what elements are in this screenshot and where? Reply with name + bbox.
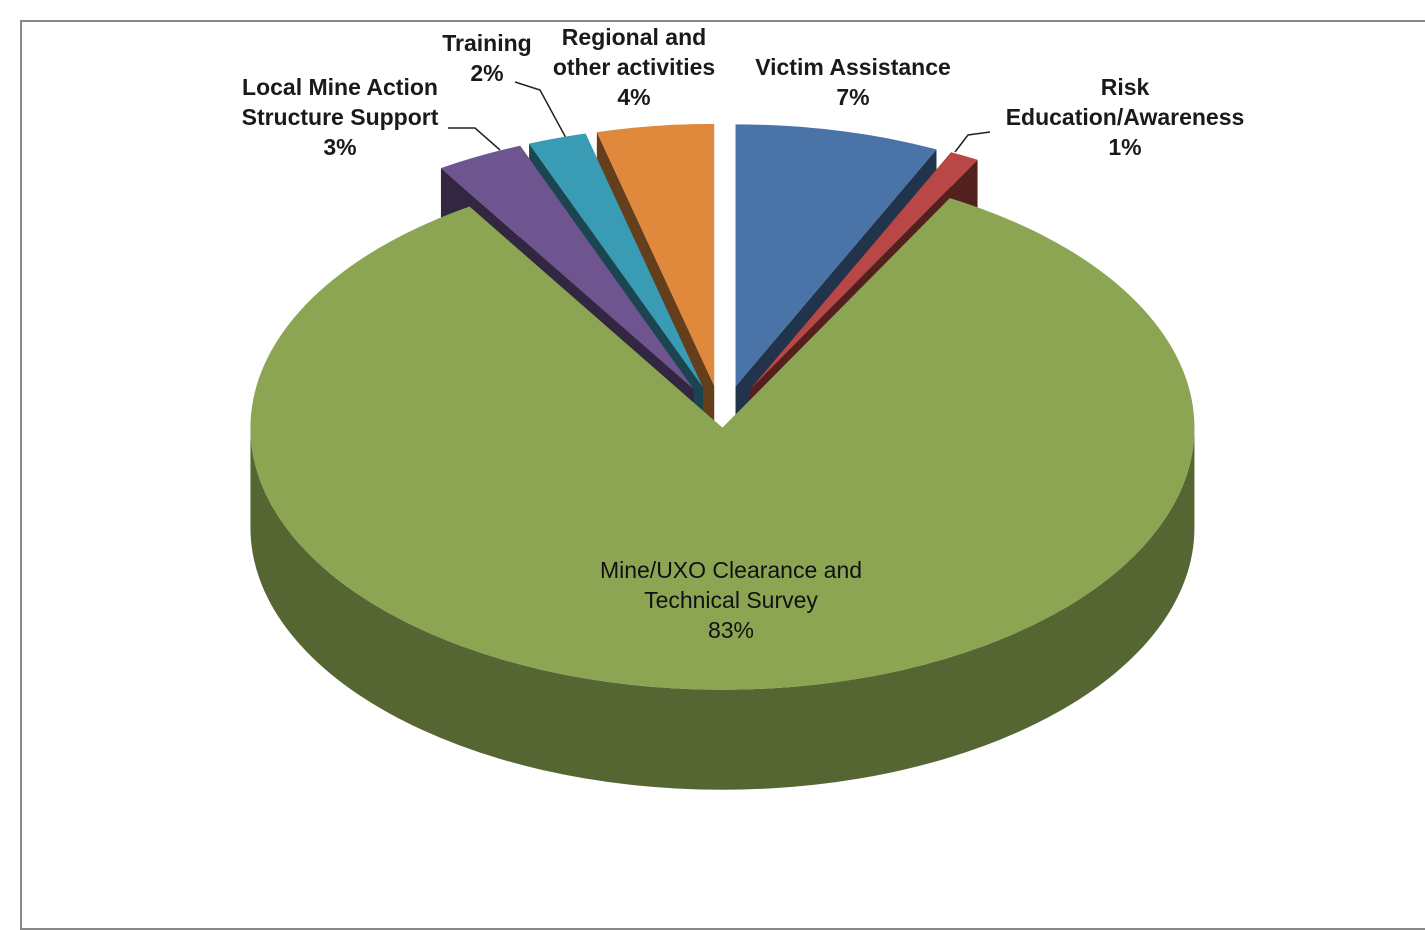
leader-line [954, 131, 991, 153]
value-label: 2% [470, 60, 504, 86]
data-label: Victim Assistance 7% [738, 52, 968, 112]
value-label: 1% [1108, 134, 1142, 160]
category-label: Regional and other activities [552, 24, 716, 80]
pie-slice [440, 145, 694, 390]
data-label: Training 2% [427, 28, 547, 88]
category-label: Local Mine Action Structure Support [241, 74, 439, 130]
category-label: Victim Assistance [755, 54, 951, 80]
leader-line [514, 81, 567, 139]
data-label: Regional and other activities 4% [539, 22, 729, 112]
category-label: Risk Education/Awareness [1005, 74, 1245, 130]
data-label: Risk Education/Awareness 1% [985, 72, 1265, 162]
data-label: Mine/UXO Clearance and Technical Survey 8… [581, 555, 881, 645]
value-label: 83% [707, 617, 755, 643]
category-label: Training [442, 30, 532, 56]
value-label: 7% [836, 84, 870, 110]
value-label: 4% [617, 84, 651, 110]
slice-side-wall [250, 427, 1195, 790]
leader-line [448, 127, 501, 151]
pie-slice [735, 124, 937, 387]
category-label: Mine/UXO Clearance and Technical Survey [599, 557, 863, 613]
leader-lines [448, 81, 991, 153]
data-label: Local Mine Action Structure Support 3% [215, 72, 465, 162]
pie-slice [250, 198, 1195, 690]
value-label: 3% [323, 134, 357, 160]
pie-slice [596, 123, 715, 386]
pie-slice [750, 152, 978, 390]
pie-slice [529, 133, 703, 388]
slice-tops [250, 123, 1195, 690]
